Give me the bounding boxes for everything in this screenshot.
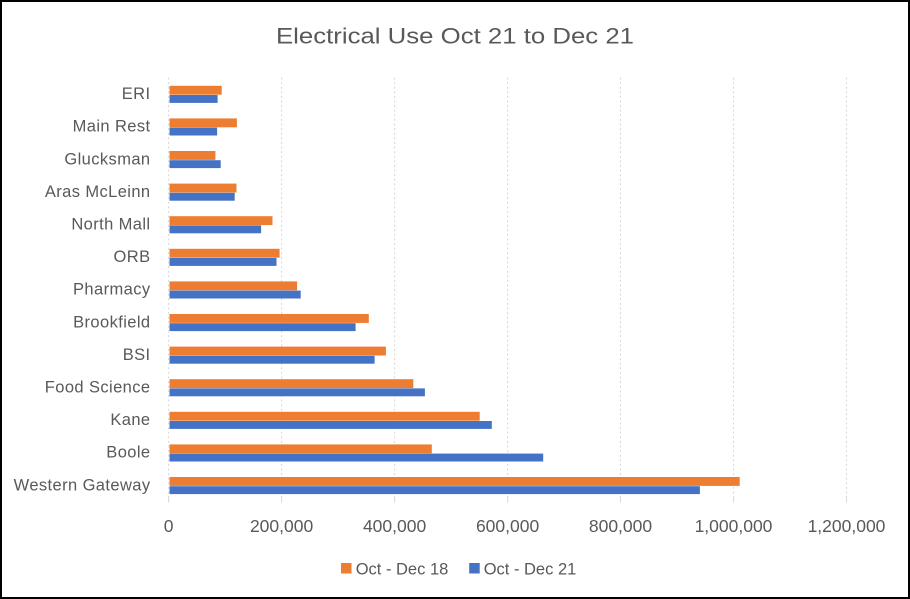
svg-text:Main Rest: Main Rest bbox=[73, 118, 151, 136]
svg-text:400,000: 400,000 bbox=[363, 516, 427, 536]
svg-text:600,000: 600,000 bbox=[476, 516, 540, 536]
svg-text:ORB: ORB bbox=[114, 248, 151, 266]
svg-text:1,200,000: 1,200,000 bbox=[808, 516, 886, 536]
svg-text:Boole: Boole bbox=[106, 444, 150, 462]
svg-text:200,000: 200,000 bbox=[250, 516, 314, 536]
svg-text:Oct - Dec 21: Oct - Dec 21 bbox=[484, 560, 577, 578]
svg-text:800,000: 800,000 bbox=[589, 516, 653, 536]
svg-text:Food Science: Food Science bbox=[45, 379, 151, 397]
svg-text:North Mall: North Mall bbox=[71, 216, 150, 234]
svg-text:Oct - Dec 18: Oct - Dec 18 bbox=[356, 560, 449, 578]
svg-text:Brookfield: Brookfield bbox=[73, 313, 150, 331]
svg-text:Western Gateway: Western Gateway bbox=[14, 476, 151, 494]
svg-text:Aras McLeinn: Aras McLeinn bbox=[45, 183, 151, 201]
svg-text:BSI: BSI bbox=[123, 346, 151, 364]
svg-text:0: 0 bbox=[164, 516, 174, 536]
svg-text:Electrical Use Oct 21 to Dec 2: Electrical Use Oct 21 to Dec 21 bbox=[276, 24, 634, 49]
svg-text:1,000,000: 1,000,000 bbox=[695, 516, 773, 536]
svg-text:Glucksman: Glucksman bbox=[64, 150, 150, 168]
svg-text:Pharmacy: Pharmacy bbox=[73, 281, 151, 299]
svg-text:ERI: ERI bbox=[122, 85, 151, 103]
svg-text:Kane: Kane bbox=[110, 411, 150, 429]
